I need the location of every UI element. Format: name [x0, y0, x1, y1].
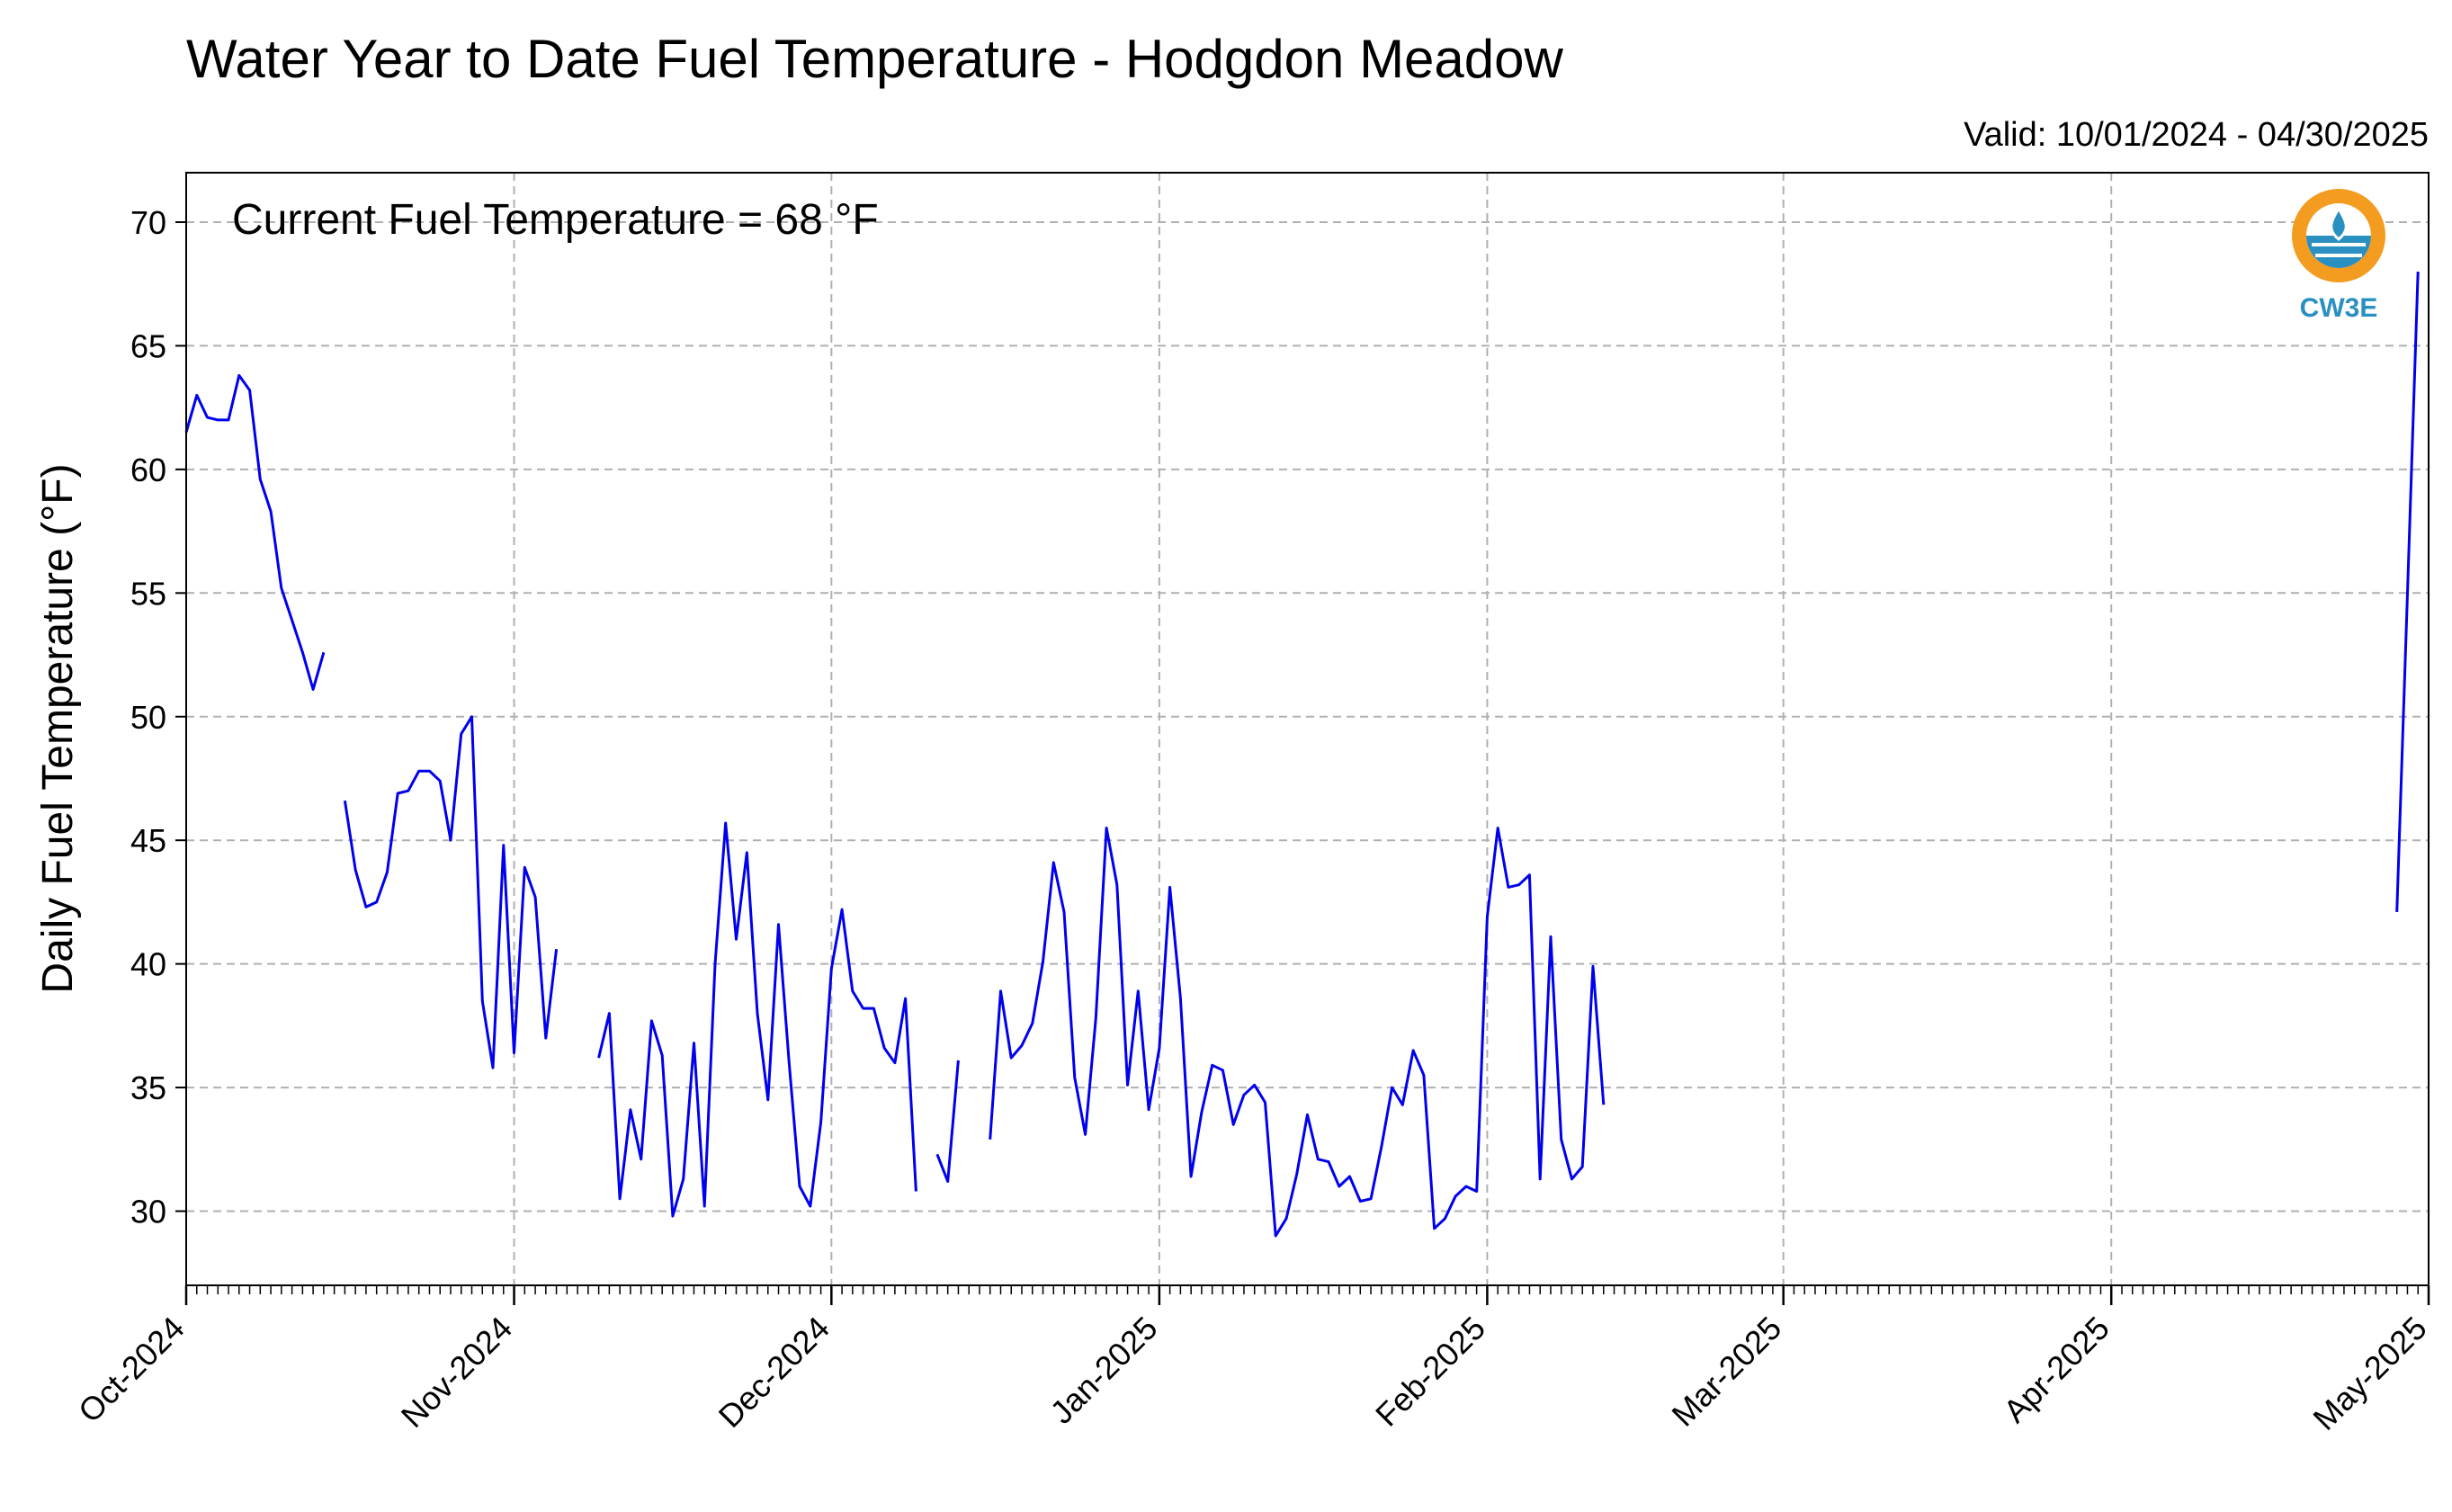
fuel-temperature-line	[989, 827, 1606, 1238]
current-fuel-temperature: Current Fuel Temperature = 68 °F	[232, 196, 879, 244]
y-tick-label: 30	[130, 1194, 166, 1230]
axis-ticks: 30 35 40 45 50 55 60 65 70 Oct-2024 Nov-2024 Dec-20…	[71, 204, 2434, 1437]
y-tick-label: 45	[130, 822, 166, 859]
y-tick-label: 50	[130, 699, 166, 736]
fuel-temperature-line	[2395, 271, 2420, 912]
plot-area-frame	[185, 172, 2430, 1286]
x-tick-label: Jan-2025	[1043, 1310, 1164, 1431]
valid-date-range: Valid: 10/01/2024 - 04/30/2025	[1964, 116, 2429, 154]
y-axis-label: Daily Fuel Temperature (°F)	[34, 463, 82, 993]
series-line	[184, 271, 2420, 1238]
fuel-temperature-line	[343, 715, 559, 1069]
fuel-temperature-line	[935, 1060, 960, 1183]
y-tick-label: 40	[130, 946, 166, 983]
fuel-temperature-line	[597, 821, 917, 1218]
y-tick-label: 55	[130, 575, 166, 612]
y-tick-label: 35	[130, 1069, 166, 1106]
x-tick-label: Dec-2024	[711, 1310, 837, 1435]
x-tick-label: May-2025	[2305, 1310, 2433, 1437]
y-tick-label: 70	[130, 204, 166, 241]
x-tick-label: Mar-2025	[1664, 1310, 1788, 1434]
x-tick-label: Apr-2025	[1996, 1310, 2116, 1430]
logo-text: CW3E	[2300, 293, 2378, 323]
fuel-temperature-line	[184, 373, 326, 691]
x-tick-label: Feb-2025	[1368, 1310, 1492, 1434]
cw3e-logo: CW3E	[2292, 189, 2385, 323]
y-tick-label: 65	[130, 327, 166, 364]
x-tick-label: Nov-2024	[394, 1310, 519, 1435]
chart-title: Water Year to Date Fuel Temperature - Ho…	[186, 29, 1564, 89]
x-tick-label: Oct-2024	[71, 1310, 192, 1430]
y-tick-label: 60	[130, 452, 166, 488]
